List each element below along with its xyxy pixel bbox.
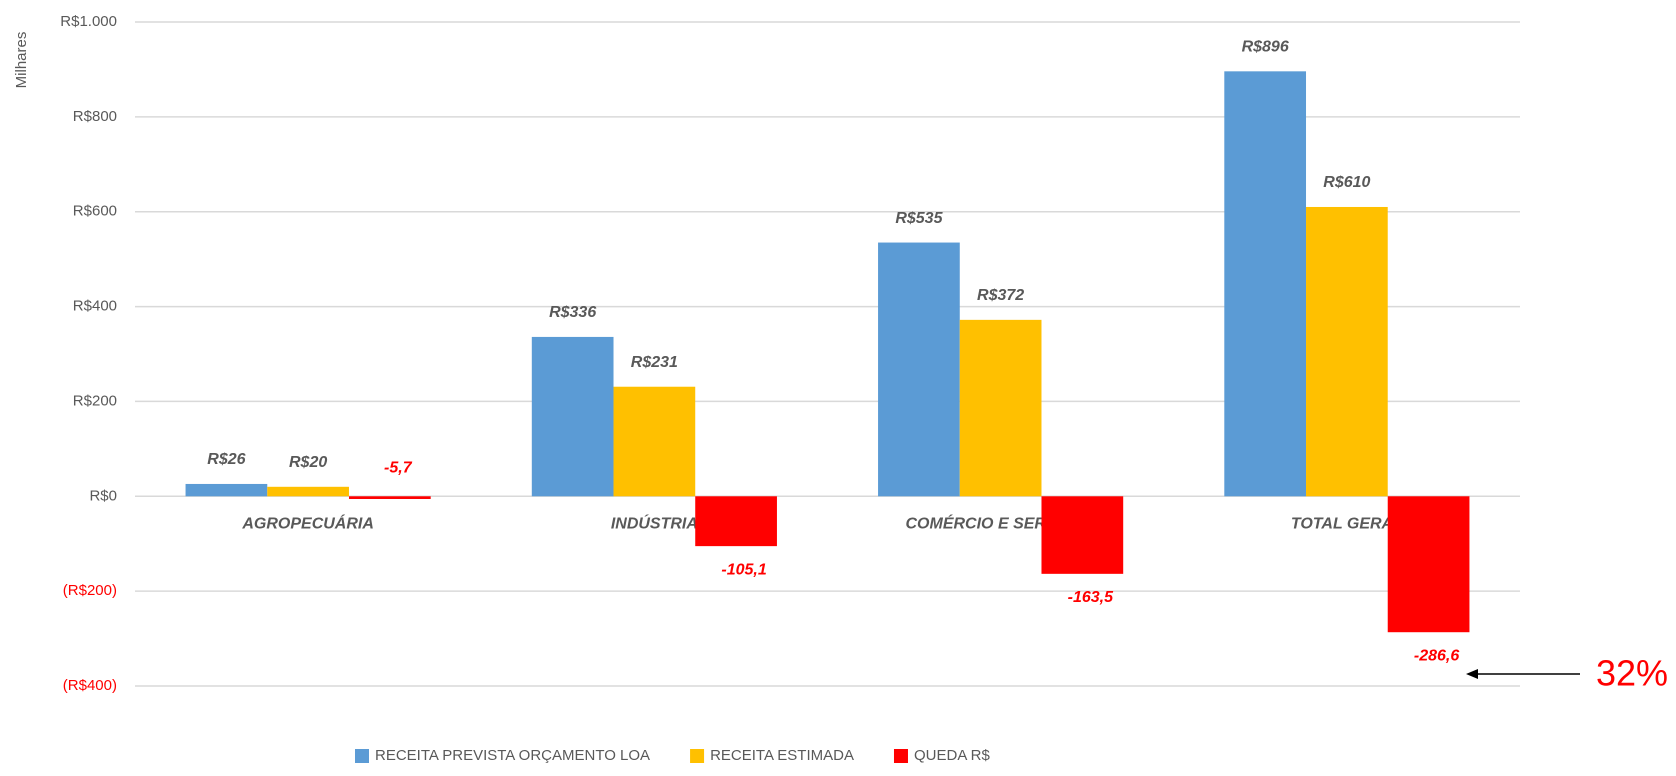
bar (267, 486, 349, 497)
legend-label: RECEITA PREVISTA ORÇAMENTO LOA (375, 747, 650, 764)
y-tick-label: R$0 (89, 487, 117, 504)
y-tick-label: R$600 (73, 203, 117, 220)
y-tick-label: (R$200) (63, 582, 117, 599)
x-tick-label: INDÚSTRIA (611, 514, 698, 533)
legend-swatch (690, 749, 705, 763)
bar (1041, 496, 1124, 574)
bar (531, 336, 614, 497)
y-tick-label: R$400 (73, 298, 117, 315)
bar (1306, 206, 1388, 497)
arrow-head (1466, 669, 1478, 679)
value-label: R$896 (1242, 39, 1289, 56)
bar (348, 496, 431, 499)
bar (878, 242, 960, 497)
bar (695, 496, 777, 547)
value-label: -286,6 (1414, 647, 1459, 664)
y-tick-label: R$800 (73, 108, 117, 125)
legend-label: RECEITA ESTIMADA (710, 747, 854, 764)
value-label: R$372 (977, 287, 1024, 304)
y-tick-label: (R$400) (63, 677, 117, 694)
value-label: R$610 (1323, 174, 1370, 191)
annotation: 32% (1596, 653, 1668, 694)
legend-swatch (355, 749, 369, 763)
bar (185, 483, 268, 497)
bar (613, 386, 696, 497)
x-tick-label: AGROPECUÁRIA (241, 514, 374, 533)
value-label: -163,5 (1068, 589, 1114, 606)
value-label: -105,1 (721, 561, 766, 578)
value-label: R$535 (895, 210, 943, 227)
value-label: R$26 (207, 451, 245, 468)
bar (959, 319, 1042, 497)
value-label: R$20 (289, 454, 327, 471)
y-axis-label: Milhares (13, 32, 30, 89)
legend-label: QUEDA R$ (914, 747, 991, 764)
legend-swatch (893, 749, 908, 763)
bar (1224, 71, 1307, 497)
value-label: R$336 (549, 304, 596, 321)
value-label: R$231 (631, 354, 678, 371)
y-tick-label: R$200 (73, 392, 117, 409)
bar (1387, 496, 1470, 633)
y-tick-label: R$1.000 (60, 13, 117, 30)
value-label: -5,7 (384, 460, 413, 477)
x-tick-label: TOTAL GERAL (1291, 516, 1403, 533)
